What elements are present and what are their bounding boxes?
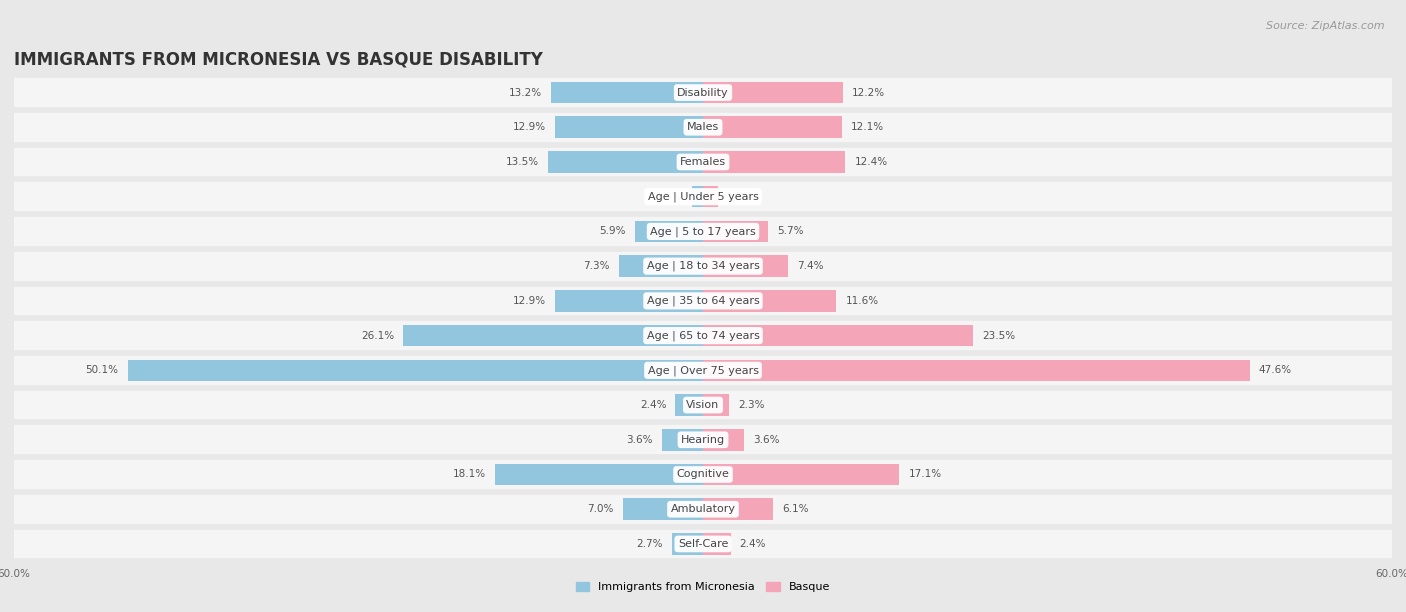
Bar: [692, 186, 703, 207]
Bar: [703, 498, 773, 520]
Text: 13.2%: 13.2%: [509, 88, 543, 97]
Text: Age | 5 to 17 years: Age | 5 to 17 years: [650, 226, 756, 237]
Text: 12.1%: 12.1%: [851, 122, 884, 132]
Text: 12.4%: 12.4%: [855, 157, 887, 167]
Bar: [14, 286, 1392, 316]
Text: 18.1%: 18.1%: [453, 469, 486, 479]
Text: 50.1%: 50.1%: [86, 365, 118, 375]
Bar: [619, 255, 703, 277]
Text: 12.9%: 12.9%: [513, 122, 546, 132]
Text: 26.1%: 26.1%: [361, 330, 394, 341]
Bar: [703, 186, 718, 207]
Bar: [703, 290, 837, 312]
Text: 2.4%: 2.4%: [740, 539, 766, 549]
Bar: [14, 459, 1392, 490]
Text: Ambulatory: Ambulatory: [671, 504, 735, 514]
Bar: [548, 151, 703, 173]
Legend: Immigrants from Micronesia, Basque: Immigrants from Micronesia, Basque: [572, 577, 834, 597]
Text: Vision: Vision: [686, 400, 720, 410]
Text: Age | Over 75 years: Age | Over 75 years: [648, 365, 758, 376]
Bar: [555, 290, 703, 312]
Text: Females: Females: [681, 157, 725, 167]
Bar: [703, 394, 730, 416]
Text: 11.6%: 11.6%: [845, 296, 879, 306]
Bar: [703, 533, 731, 554]
Text: 7.0%: 7.0%: [588, 504, 613, 514]
Text: 7.4%: 7.4%: [797, 261, 824, 271]
Bar: [14, 529, 1392, 559]
Bar: [636, 221, 703, 242]
Text: Age | 18 to 34 years: Age | 18 to 34 years: [647, 261, 759, 271]
Bar: [662, 429, 703, 450]
Text: Self-Care: Self-Care: [678, 539, 728, 549]
Text: Hearing: Hearing: [681, 435, 725, 445]
Bar: [703, 360, 1250, 381]
Bar: [703, 151, 845, 173]
Text: 7.3%: 7.3%: [583, 261, 610, 271]
Bar: [703, 116, 842, 138]
Bar: [14, 112, 1392, 143]
Text: 2.3%: 2.3%: [738, 400, 765, 410]
Bar: [14, 320, 1392, 351]
Bar: [404, 325, 703, 346]
Bar: [14, 355, 1392, 386]
Text: 3.6%: 3.6%: [626, 435, 652, 445]
Text: 1.0%: 1.0%: [657, 192, 682, 202]
Text: Males: Males: [688, 122, 718, 132]
Text: 5.7%: 5.7%: [778, 226, 804, 236]
Text: 2.4%: 2.4%: [640, 400, 666, 410]
Bar: [672, 533, 703, 554]
Bar: [703, 255, 787, 277]
Bar: [14, 77, 1392, 108]
Text: Disability: Disability: [678, 88, 728, 97]
Bar: [703, 464, 900, 485]
Bar: [14, 181, 1392, 212]
Bar: [703, 221, 769, 242]
Bar: [14, 425, 1392, 455]
Text: 5.9%: 5.9%: [599, 226, 626, 236]
Text: 6.1%: 6.1%: [782, 504, 808, 514]
Bar: [551, 82, 703, 103]
Text: 3.6%: 3.6%: [754, 435, 780, 445]
Text: Source: ZipAtlas.com: Source: ZipAtlas.com: [1267, 21, 1385, 31]
Bar: [555, 116, 703, 138]
Bar: [703, 325, 973, 346]
Text: Age | 65 to 74 years: Age | 65 to 74 years: [647, 330, 759, 341]
Text: IMMIGRANTS FROM MICRONESIA VS BASQUE DISABILITY: IMMIGRANTS FROM MICRONESIA VS BASQUE DIS…: [14, 50, 543, 68]
Text: 1.3%: 1.3%: [727, 192, 754, 202]
Text: Cognitive: Cognitive: [676, 469, 730, 479]
Text: Age | Under 5 years: Age | Under 5 years: [648, 192, 758, 202]
Bar: [703, 429, 744, 450]
Bar: [14, 216, 1392, 247]
Bar: [14, 251, 1392, 282]
Bar: [14, 147, 1392, 177]
Text: 12.9%: 12.9%: [513, 296, 546, 306]
Bar: [675, 394, 703, 416]
Text: 12.2%: 12.2%: [852, 88, 886, 97]
Text: 23.5%: 23.5%: [981, 330, 1015, 341]
Bar: [495, 464, 703, 485]
Text: Age | 35 to 64 years: Age | 35 to 64 years: [647, 296, 759, 306]
Text: 17.1%: 17.1%: [908, 469, 942, 479]
Text: 2.7%: 2.7%: [637, 539, 662, 549]
Bar: [128, 360, 703, 381]
Bar: [14, 390, 1392, 420]
Bar: [14, 494, 1392, 524]
Text: 47.6%: 47.6%: [1258, 365, 1292, 375]
Text: 13.5%: 13.5%: [506, 157, 538, 167]
Bar: [623, 498, 703, 520]
Bar: [703, 82, 844, 103]
